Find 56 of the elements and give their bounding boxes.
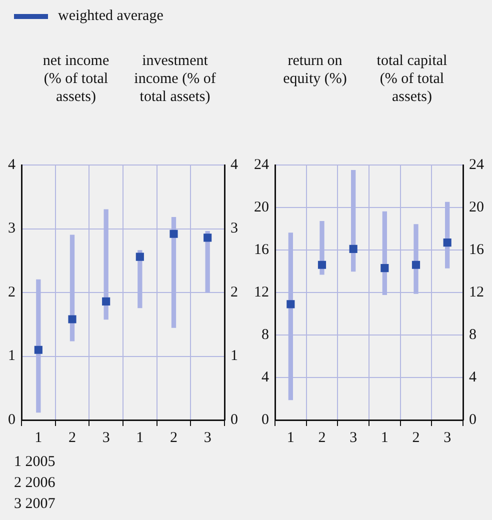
point xyxy=(34,346,42,354)
point xyxy=(318,260,326,269)
x-tick-label: 1 xyxy=(380,430,388,446)
point xyxy=(380,264,389,272)
point xyxy=(170,230,178,238)
x-tick-label: 2 xyxy=(412,430,420,446)
x-tick-label: 2 xyxy=(68,430,76,446)
point xyxy=(204,234,212,242)
y2-tick-label: 2 xyxy=(230,284,238,300)
y-tick-label: 4 xyxy=(8,156,16,173)
legend-label: weighted average xyxy=(58,8,164,25)
text: 2 2006 xyxy=(14,474,56,493)
y2-tick-label: 8 xyxy=(469,326,476,343)
x-tick-label: 3 xyxy=(102,430,110,446)
x-tick-label: 1 xyxy=(286,430,294,446)
text: investment income (% of total assets) xyxy=(133,52,217,106)
y-tick-label: 0 xyxy=(262,412,269,428)
text: 3 2007 xyxy=(14,495,56,514)
y2-tick-label: 4 xyxy=(469,369,477,386)
y2-tick-label: 0 xyxy=(469,412,476,428)
y-tick-label: 2 xyxy=(8,284,16,300)
y-tick-label: 3 xyxy=(8,220,16,237)
x-tick-label: 1 xyxy=(136,430,144,446)
y-tick-label: 0 xyxy=(8,412,16,428)
y2-tick-label: 24 xyxy=(469,156,484,173)
x-tick-label: 3 xyxy=(204,430,212,446)
y-tick-label: 24 xyxy=(254,156,270,173)
point xyxy=(136,252,144,261)
point xyxy=(68,315,76,324)
y-tick-label: 4 xyxy=(262,369,270,386)
y-tick-label: 12 xyxy=(254,284,269,300)
y2-tick-label: 1 xyxy=(230,348,238,364)
text: return on equity (%) xyxy=(282,52,348,88)
x-tick-label: 3 xyxy=(350,430,358,446)
point xyxy=(443,238,452,247)
y2-tick-label: 3 xyxy=(230,220,238,237)
point xyxy=(349,244,358,253)
y2-tick-label: 20 xyxy=(469,199,484,216)
text: 1 2005 xyxy=(14,453,56,472)
x-tick-label: 2 xyxy=(318,430,326,446)
y2-tick-label: 0 xyxy=(230,412,238,428)
y2-tick-label: 4 xyxy=(230,156,238,173)
y-tick-label: 8 xyxy=(262,326,269,343)
y-tick-label: 1 xyxy=(8,348,16,364)
x-tick-label: 1 xyxy=(34,430,42,446)
point xyxy=(286,300,295,308)
y-tick-label: 16 xyxy=(254,242,270,258)
y2-tick-label: 12 xyxy=(469,284,484,300)
text: net income (% of total assets) xyxy=(42,52,110,106)
point xyxy=(412,260,420,269)
y-tick-label: 20 xyxy=(254,199,269,216)
y2-tick-label: 16 xyxy=(469,242,484,258)
text: total capital (% of total assets) xyxy=(376,52,448,106)
x-tick-label: 3 xyxy=(444,430,452,446)
x-tick-label: 2 xyxy=(170,430,178,446)
point xyxy=(102,297,110,306)
